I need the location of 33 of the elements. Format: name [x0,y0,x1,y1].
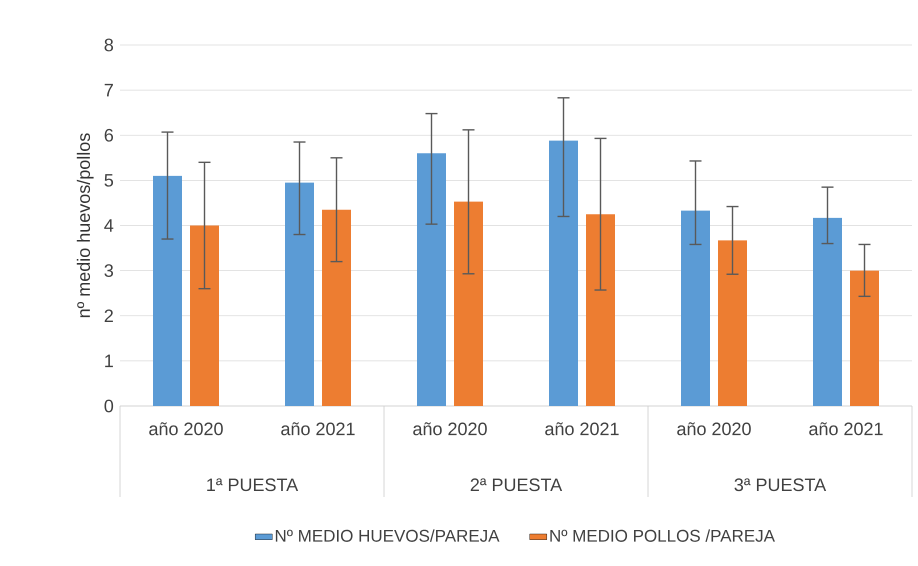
y-axis-title: nº medio huevos/pollos [76,133,94,318]
x-tick-label: año 2021 [545,422,619,436]
y-tick-label: 0 [104,400,114,412]
bar [681,210,710,406]
legend-label: Nº MEDIO HUEVOS/PAREJA [276,529,500,542]
bar [190,226,220,406]
y-tick-label: 6 [104,128,114,142]
x-tick-label: año 2020 [149,422,223,436]
y-tick-label: 5 [104,174,114,187]
bar [718,240,748,406]
x-tick-label: año 2020 [677,422,751,436]
text: 1ª PUESTA [207,478,298,492]
y-tick-label: 7 [104,84,113,96]
bar [586,214,616,406]
bar [454,202,484,406]
bar [285,182,314,406]
y-tick-label: 2 [104,309,113,322]
y-tick-label: 1 [105,354,113,368]
x-tick-label: año 2021 [809,422,883,436]
bar [850,270,880,406]
y-tick-label: 8 [104,38,114,52]
bar [153,176,182,406]
bar [417,153,446,406]
bar [322,210,352,406]
y-tick-label: 3 [104,264,114,277]
x-tick-label: año 2021 [281,422,355,436]
y-tick-label: 4 [104,219,114,232]
text: 2ª PUESTA [470,478,562,492]
bar [813,218,842,406]
bar [549,140,578,406]
text: 3ª PUESTA [734,478,826,492]
legend-label: Nº MEDIO POLLOS /PAREJA [550,529,775,542]
x-tick-label: año 2020 [413,422,487,436]
